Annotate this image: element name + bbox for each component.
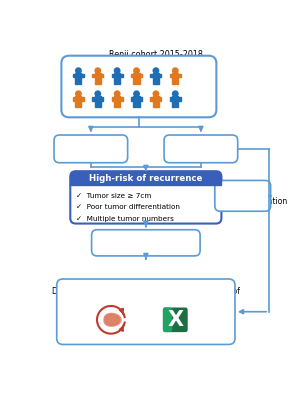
Polygon shape [170, 97, 172, 100]
Circle shape [173, 91, 178, 96]
Polygon shape [73, 74, 75, 78]
Circle shape [114, 91, 120, 96]
Polygon shape [170, 74, 172, 78]
Polygon shape [114, 73, 120, 78]
Circle shape [95, 68, 101, 73]
Polygon shape [117, 101, 120, 107]
Bar [70, 178, 221, 185]
Text: ✓  Tumor size ≥ 7cm: ✓ Tumor size ≥ 7cm [77, 193, 152, 199]
Polygon shape [120, 74, 123, 78]
Polygon shape [75, 101, 78, 107]
Polygon shape [131, 97, 134, 100]
Polygon shape [120, 97, 123, 100]
Polygon shape [156, 101, 159, 107]
Polygon shape [98, 101, 101, 107]
Polygon shape [172, 96, 178, 101]
Polygon shape [95, 101, 98, 107]
Polygon shape [92, 97, 95, 100]
Polygon shape [131, 74, 134, 78]
Circle shape [134, 91, 139, 96]
Polygon shape [178, 97, 181, 100]
Circle shape [134, 68, 139, 73]
Polygon shape [137, 78, 140, 84]
Polygon shape [156, 78, 159, 84]
Circle shape [95, 91, 101, 96]
Polygon shape [79, 101, 81, 107]
Polygon shape [95, 96, 101, 101]
Polygon shape [92, 74, 95, 78]
Text: Validation cohort
n=70: Validation cohort n=70 [167, 139, 235, 158]
Polygon shape [153, 96, 159, 101]
Text: TabNet Model
Training and Validation: TabNet Model Training and Validation [199, 186, 287, 206]
Polygon shape [172, 73, 178, 78]
Polygon shape [98, 78, 101, 84]
Text: TabNet Model
Training and Validation: TabNet Model Training and Validation [100, 233, 192, 252]
Text: X: X [168, 310, 184, 330]
Polygon shape [81, 97, 84, 100]
Polygon shape [134, 73, 140, 78]
Polygon shape [104, 314, 121, 326]
FancyBboxPatch shape [61, 56, 216, 117]
FancyBboxPatch shape [92, 230, 200, 256]
Text: Renji cohort 2015-2018
n=356: Renji cohort 2015-2018 n=356 [109, 50, 203, 69]
Polygon shape [140, 74, 142, 78]
Polygon shape [172, 78, 175, 84]
FancyBboxPatch shape [57, 279, 235, 344]
FancyBboxPatch shape [215, 180, 271, 211]
Polygon shape [159, 74, 161, 78]
Circle shape [153, 91, 159, 96]
Polygon shape [75, 78, 78, 84]
Circle shape [76, 68, 81, 73]
Polygon shape [159, 97, 161, 100]
Polygon shape [153, 78, 156, 84]
Circle shape [153, 68, 159, 73]
Polygon shape [134, 78, 136, 84]
Polygon shape [81, 74, 84, 78]
Polygon shape [134, 96, 140, 101]
FancyBboxPatch shape [163, 308, 188, 332]
Polygon shape [153, 73, 159, 78]
Polygon shape [112, 97, 114, 100]
Polygon shape [95, 78, 98, 84]
FancyBboxPatch shape [164, 135, 238, 163]
FancyBboxPatch shape [70, 171, 221, 224]
Polygon shape [134, 101, 136, 107]
Polygon shape [105, 314, 120, 325]
Text: High-risk of recurrence: High-risk of recurrence [89, 174, 203, 183]
Polygon shape [176, 101, 178, 107]
FancyBboxPatch shape [163, 308, 172, 332]
Text: ✓  Multiple tumor numbers: ✓ Multiple tumor numbers [77, 216, 174, 222]
Polygon shape [75, 96, 81, 101]
Polygon shape [101, 97, 103, 100]
Polygon shape [117, 78, 120, 84]
Polygon shape [150, 74, 153, 78]
Polygon shape [95, 73, 101, 78]
Polygon shape [176, 78, 178, 84]
Polygon shape [153, 101, 156, 107]
Polygon shape [79, 78, 81, 84]
Polygon shape [114, 96, 120, 101]
Text: Deep learning model for predicting recurrence of
HCC after LT using clinical dat: Deep learning model for predicting recur… [52, 287, 240, 306]
Polygon shape [75, 73, 81, 78]
Polygon shape [112, 74, 114, 78]
Text: Training cohort
n=286: Training cohort n=286 [61, 139, 121, 158]
Polygon shape [140, 97, 142, 100]
Circle shape [76, 91, 81, 96]
Polygon shape [150, 97, 153, 100]
Polygon shape [101, 74, 103, 78]
Polygon shape [114, 78, 117, 84]
Text: ✓  Poor tumor differentiation: ✓ Poor tumor differentiation [77, 204, 180, 210]
Polygon shape [73, 97, 75, 100]
Polygon shape [178, 74, 181, 78]
Polygon shape [114, 101, 117, 107]
FancyBboxPatch shape [54, 135, 127, 163]
Polygon shape [172, 101, 175, 107]
FancyBboxPatch shape [70, 171, 221, 185]
Circle shape [114, 68, 120, 73]
Polygon shape [137, 101, 140, 107]
Circle shape [173, 68, 178, 73]
